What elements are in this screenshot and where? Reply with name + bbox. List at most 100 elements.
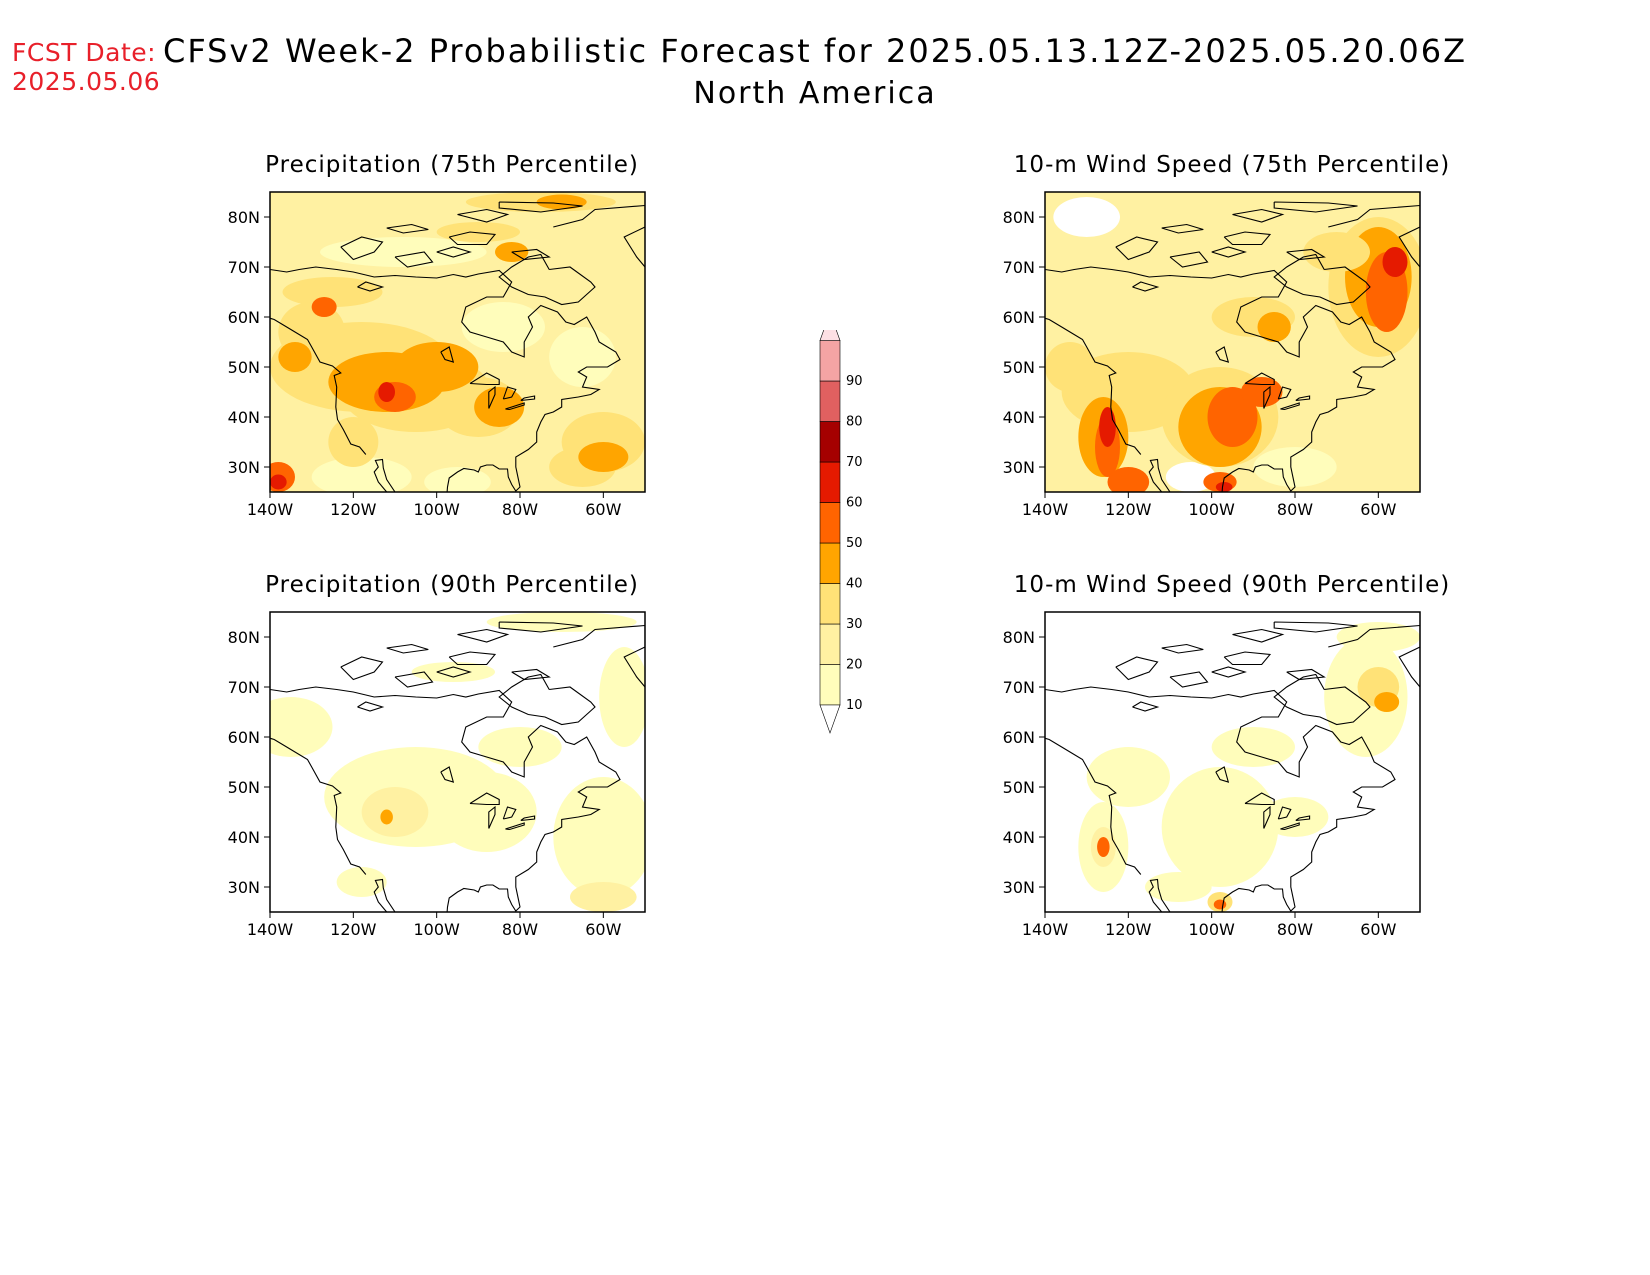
forecast-date-label: FCST Date: bbox=[12, 38, 157, 67]
field-patch bbox=[553, 777, 645, 897]
coastline-island bbox=[1211, 666, 1247, 678]
coastline-baja bbox=[1148, 458, 1171, 492]
field-patch bbox=[1207, 387, 1258, 447]
field-patch bbox=[282, 277, 383, 307]
coastline-island bbox=[394, 251, 434, 268]
map-precip-75th: 80N 70N 60N 50N 40N 30N 140W 120W 100W 80W 60W bbox=[228, 191, 646, 519]
field-patch bbox=[486, 612, 637, 632]
lat-label: 30N bbox=[228, 458, 260, 477]
coastline-island bbox=[448, 231, 497, 246]
coastline-island bbox=[1286, 248, 1326, 261]
coastline-lake bbox=[1280, 402, 1300, 411]
coastline-pacific bbox=[270, 317, 367, 455]
field-patch bbox=[1099, 407, 1116, 447]
coastline-baffin bbox=[1273, 673, 1371, 726]
colorbar-cap-top bbox=[819, 330, 841, 341]
field-patch bbox=[1053, 197, 1120, 237]
lon-label: 140W bbox=[247, 500, 294, 519]
coastline-baja bbox=[373, 458, 396, 492]
colorbar-segment bbox=[819, 461, 841, 503]
colorbar-segment bbox=[819, 623, 841, 665]
coastline-lake bbox=[1215, 346, 1230, 363]
lat-label: 40N bbox=[1003, 828, 1035, 847]
colorbar-segment bbox=[819, 502, 841, 544]
lat-label: 60N bbox=[228, 308, 260, 327]
map-precip-90th: 80N 70N 60N 50N 40N 30N 140W 120W 100W 80W 60W bbox=[228, 611, 646, 939]
field-patch bbox=[311, 457, 412, 492]
coastline-island bbox=[1223, 651, 1272, 666]
lon-label: 60W bbox=[585, 500, 621, 519]
field-patch bbox=[1165, 462, 1216, 492]
coastline-island bbox=[340, 656, 384, 681]
lat-label: 60N bbox=[1003, 728, 1035, 747]
colorbar-label: 40 bbox=[846, 577, 863, 592]
lat-label: 60N bbox=[228, 728, 260, 747]
lon-label: 100W bbox=[1188, 500, 1235, 519]
field-patch bbox=[1161, 767, 1279, 887]
field-patch bbox=[1045, 342, 1095, 392]
map-wind-75th: 80N 70N 60N 50N 40N 30N 140W 120W 100W 80W 60W bbox=[1003, 191, 1421, 519]
coastline-lake bbox=[502, 386, 517, 400]
field-patch bbox=[549, 327, 616, 387]
main-title: CFSv2 Week-2 Probabilistic Forecast for … bbox=[162, 32, 1468, 70]
lon-label: 120W bbox=[1105, 500, 1152, 519]
lon-label: 140W bbox=[247, 920, 294, 939]
coastlines bbox=[1045, 621, 1420, 912]
coastline-lake bbox=[357, 701, 385, 712]
coastline-greenland bbox=[1328, 204, 1420, 268]
coastline-island bbox=[436, 666, 472, 678]
coastline-island bbox=[1161, 643, 1204, 654]
coastline-island bbox=[1232, 208, 1285, 223]
colorbar-label: 30 bbox=[846, 617, 863, 632]
field-patch bbox=[436, 772, 537, 852]
coastline-main bbox=[270, 266, 621, 492]
sub-title: North America bbox=[693, 76, 937, 111]
colorbar-label: 70 bbox=[846, 455, 863, 470]
field-patch bbox=[1097, 837, 1110, 857]
coastline-island bbox=[1273, 621, 1358, 633]
coastline-island bbox=[1169, 251, 1209, 268]
lat-label: 50N bbox=[1003, 358, 1035, 377]
colorbar-label: 90 bbox=[846, 374, 863, 389]
coastline-island bbox=[1169, 671, 1209, 688]
field-patch bbox=[361, 787, 429, 837]
field-patch bbox=[436, 222, 520, 242]
lat-label: 70N bbox=[1003, 258, 1035, 277]
lon-label: 100W bbox=[413, 920, 460, 939]
map-wind-90th: 80N 70N 60N 50N 40N 30N 140W 120W 100W 80W 60W bbox=[1003, 611, 1421, 939]
lat-label: 70N bbox=[1003, 678, 1035, 697]
coastline-main bbox=[270, 686, 621, 912]
lat-label: 30N bbox=[1003, 458, 1035, 477]
coastline-lake bbox=[440, 346, 455, 363]
lon-label: 60W bbox=[1360, 500, 1396, 519]
field-patch bbox=[536, 194, 587, 210]
shaded-field bbox=[270, 192, 645, 492]
shaded-field bbox=[1045, 612, 1420, 912]
field-patch bbox=[1086, 747, 1170, 807]
coastline-greenland bbox=[1328, 624, 1420, 688]
lon-label: 140W bbox=[1022, 920, 1069, 939]
lat-label: 80N bbox=[1003, 208, 1035, 227]
lon-label: 100W bbox=[1188, 920, 1235, 939]
coastline-lake bbox=[469, 792, 500, 806]
colorbar-label: 50 bbox=[846, 536, 863, 551]
coastline-pacific bbox=[270, 737, 367, 875]
lon-label: 80W bbox=[502, 500, 538, 519]
coastlines bbox=[270, 201, 645, 492]
coastline-lake bbox=[1277, 386, 1292, 400]
lon-label: 80W bbox=[1277, 920, 1313, 939]
lat-label: 70N bbox=[228, 678, 260, 697]
coastline-baffin bbox=[498, 673, 596, 726]
field-patch bbox=[1253, 447, 1337, 487]
field-patch bbox=[570, 882, 637, 912]
lat-label: 40N bbox=[228, 408, 260, 427]
coastline-island bbox=[457, 628, 510, 643]
coastline-lake bbox=[1244, 792, 1275, 806]
coastline-island bbox=[394, 671, 434, 688]
lat-label: 40N bbox=[228, 828, 260, 847]
field-patch bbox=[461, 302, 545, 352]
coastline-island bbox=[448, 651, 497, 666]
coastline-lake bbox=[1295, 815, 1311, 822]
colorbar-cap-bottom bbox=[819, 704, 841, 734]
coastline-lake bbox=[505, 402, 525, 411]
